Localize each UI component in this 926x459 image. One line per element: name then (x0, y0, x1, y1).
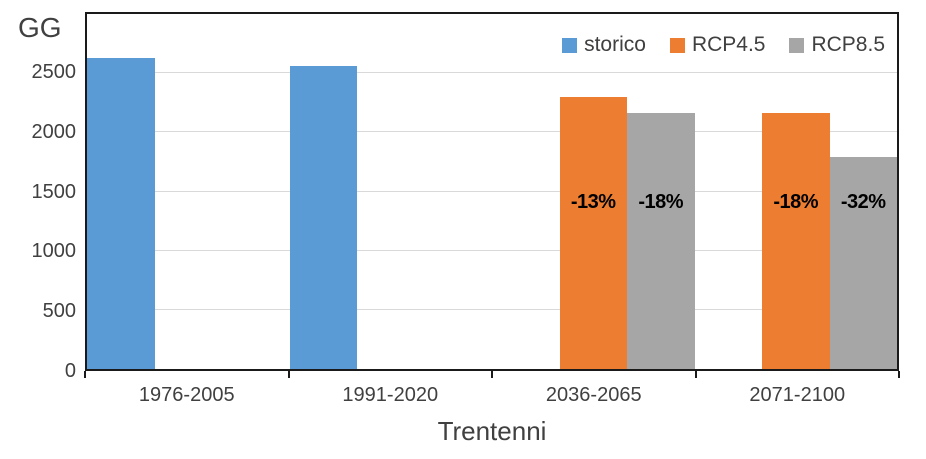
slot-RCP8.5-2071-2100: -32% (829, 14, 897, 369)
y-tick-label-2000: 2000 (31, 120, 77, 143)
slot-RCP8.5-1991-2020 (425, 14, 493, 369)
slot-storico-1976-2005 (87, 14, 155, 369)
y-axis-title: GG (18, 12, 62, 43)
y-axis-tick-labels: 0 500 1000 1500 2000 2500 (0, 12, 77, 381)
legend-label-RCP8.5: RCP8.5 (811, 33, 885, 56)
category-1991-2020 (289, 14, 493, 369)
x-tick-mark-3 (694, 371, 697, 378)
data-label-RCP4.5-2036-2065: -13% (570, 191, 616, 213)
slot-RCP4.5-2036-2065: -13% (559, 14, 627, 369)
category-2036-2065: -13% -18% (492, 14, 695, 369)
legend-swatch-RCP4.5 (669, 37, 685, 53)
gridline-1500 (87, 190, 897, 192)
slot-RCP4.5-1991-2020 (357, 14, 425, 369)
x-tick-mark-2 (491, 371, 493, 378)
bar-storico-1991-2020 (289, 66, 357, 369)
x-tick-mark-0 (84, 371, 86, 378)
bar-RCP8.5-2036-2065 (627, 113, 695, 369)
slot-RCP4.5-1976-2005 (155, 14, 223, 369)
y-tick-label-1000: 1000 (31, 240, 77, 263)
y-tick-label-0: 0 (64, 360, 76, 382)
data-label-RCP8.5-2071-2100: -32% (840, 191, 886, 213)
bar-RCP8.5-2071-2100 (829, 157, 897, 369)
x-tick-label-2071-2100: 2071-2100 (749, 384, 846, 406)
legend-item-storico: storico (562, 33, 646, 57)
legend-label-RCP4.5: RCP4.5 (691, 33, 766, 56)
y-tick-label-1500: 1500 (31, 180, 77, 203)
bars-container: -13% -18% -18% -32% (87, 14, 897, 369)
x-tick-label-2036-2065: 2036-2065 (545, 384, 642, 406)
slot-storico-1991-2020 (289, 14, 357, 369)
slot-RCP8.5-2036-2065: -18% (627, 14, 695, 369)
y-tick-label-500: 500 (42, 300, 76, 323)
x-tick-mark-4 (898, 371, 900, 378)
legend: storico RCP4.5 RCP8.5 (562, 33, 885, 57)
x-axis-title: Trentenni (437, 416, 547, 446)
bar-RCP4.5-2071-2100 (762, 113, 830, 369)
y-tick-label-2500: 2500 (31, 60, 77, 83)
gridline-2000 (87, 131, 897, 133)
legend-swatch-RCP8.5 (789, 37, 805, 53)
legend-label-storico: storico (584, 33, 646, 56)
legend-swatch-storico (562, 37, 578, 53)
x-tick-label-1991-2020: 1991-2020 (342, 384, 439, 406)
bar-RCP4.5-2036-2065 (559, 96, 627, 369)
gridline-2500 (87, 72, 897, 74)
data-label-RCP8.5-2036-2065: -18% (638, 191, 684, 213)
slot-storico-2036-2065 (492, 14, 560, 369)
x-tick-mark-1 (287, 371, 290, 378)
legend-item-RCP4.5: RCP4.5 (669, 33, 766, 57)
slot-RCP4.5-2071-2100: -18% (762, 14, 830, 369)
x-axis-tick-labels: 1976-2005 1991-2020 2036-2065 2071-2100 (85, 384, 899, 407)
category-1976-2005 (87, 14, 290, 369)
category-2071-2100: -18% -32% (695, 14, 897, 369)
data-label-RCP4.5-2071-2100: -18% (773, 191, 819, 213)
gridline-500 (87, 308, 897, 310)
slot-storico-2071-2100 (695, 14, 763, 369)
plot-area: -13% -18% -18% -32% storico RCP4.5 RCP8.5 (85, 12, 899, 371)
slot-RCP8.5-1976-2005 (222, 14, 290, 369)
gridline-1000 (87, 249, 897, 251)
x-tick-label-1976-2005: 1976-2005 (138, 384, 235, 406)
legend-item-RCP8.5: RCP8.5 (789, 33, 885, 57)
bar-storico-1976-2005 (87, 57, 155, 369)
